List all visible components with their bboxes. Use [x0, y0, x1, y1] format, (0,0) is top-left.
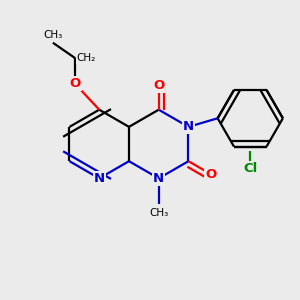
- Text: O: O: [70, 77, 81, 90]
- Text: CH₂: CH₂: [77, 53, 96, 63]
- Text: Cl: Cl: [243, 162, 257, 175]
- Text: CH₃: CH₃: [149, 208, 168, 218]
- Text: O: O: [153, 79, 164, 92]
- Text: N: N: [183, 120, 194, 134]
- Text: N: N: [94, 172, 105, 185]
- Text: O: O: [205, 168, 216, 181]
- Text: N: N: [153, 172, 164, 185]
- Text: CH₃: CH₃: [43, 30, 62, 40]
